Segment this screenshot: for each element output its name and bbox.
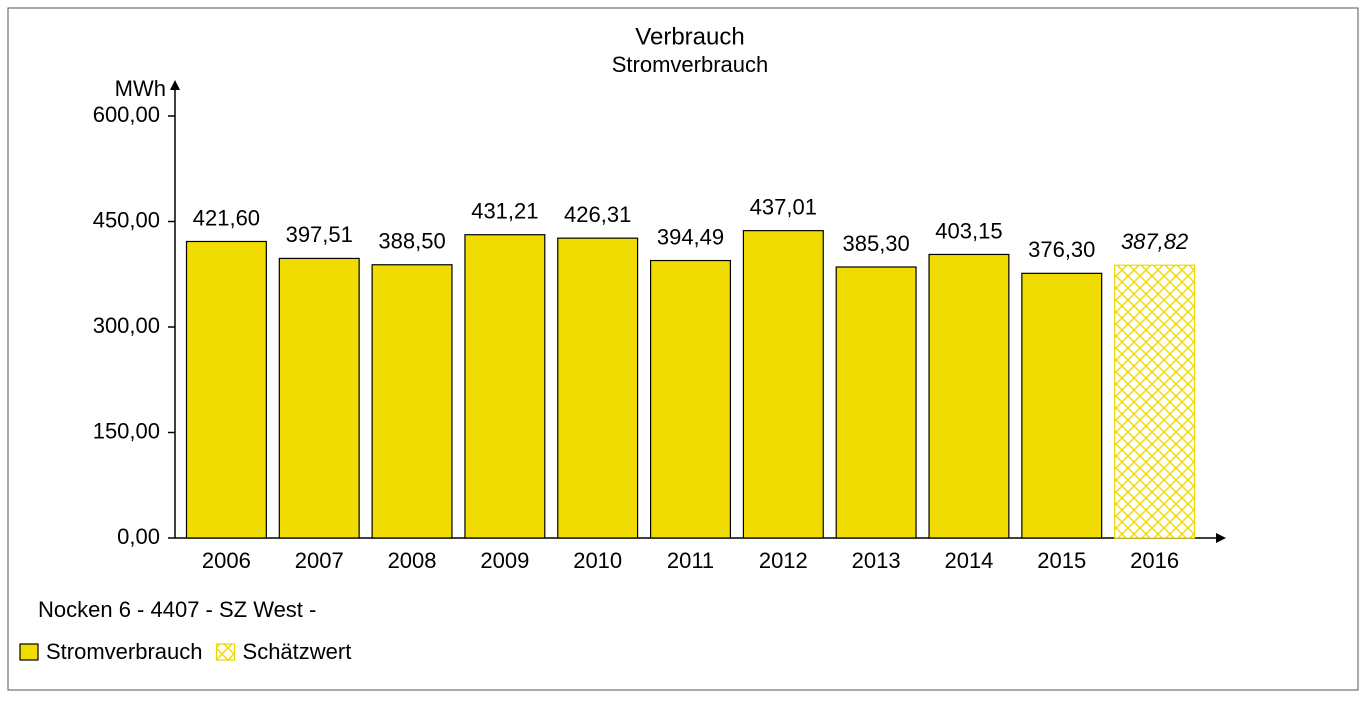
x-tick-label: 2011 [667,548,714,573]
data-label: 421,60 [193,205,260,230]
chart-subtitle: Stromverbrauch [612,52,769,77]
x-tick-label: 2010 [573,548,622,573]
data-label: 387,82 [1121,229,1188,254]
x-tick-label: 2016 [1130,548,1179,573]
bar [557,237,639,539]
bar [835,266,917,539]
data-label: 431,21 [471,199,538,224]
data-label: 394,49 [657,224,724,249]
bar [1114,264,1196,539]
frame [7,7,1359,691]
bar [185,240,267,539]
bar [464,234,546,539]
x-tick-label: 2007 [295,548,344,573]
x-tick-label: 2008 [388,548,437,573]
bar [278,257,360,539]
x-tick-label: 2009 [480,548,529,573]
legend-label: Schätzwert [243,639,352,664]
bar [1021,272,1103,539]
data-label: 397,51 [286,222,353,247]
x-axis-arrow [1216,533,1226,543]
data-label: 376,30 [1028,237,1095,262]
chart-title: Verbrauch [635,23,744,50]
x-tick-label: 2012 [759,548,808,573]
legend-swatch [215,643,236,661]
data-label: 437,01 [750,194,817,219]
x-tick-label: 2015 [1037,548,1086,573]
y-tick-label: 600,00 [93,102,160,127]
legend-title: Nocken 6 - 4407 - SZ West - [38,597,316,622]
bar [649,259,732,539]
data-label: 426,31 [564,202,631,227]
y-tick-label: 450,00 [93,207,160,232]
y-axis-label: MWh [115,76,166,101]
x-tick-label: 2006 [202,548,251,573]
bar [928,253,1010,539]
y-tick-label: 150,00 [93,418,160,443]
y-axis-arrow [170,80,180,90]
x-tick-label: 2014 [944,548,993,573]
x-tick-label: 2013 [852,548,901,573]
y-tick-label: 300,00 [93,313,160,338]
bar [371,264,453,539]
bar [742,230,824,539]
legend-swatch [19,643,39,661]
legend-label: Stromverbrauch [46,639,203,664]
data-label: 388,50 [378,229,445,254]
y-tick-label: 0,00 [117,524,160,549]
data-label: 385,30 [842,231,909,256]
data-label: 403,15 [935,218,1002,243]
